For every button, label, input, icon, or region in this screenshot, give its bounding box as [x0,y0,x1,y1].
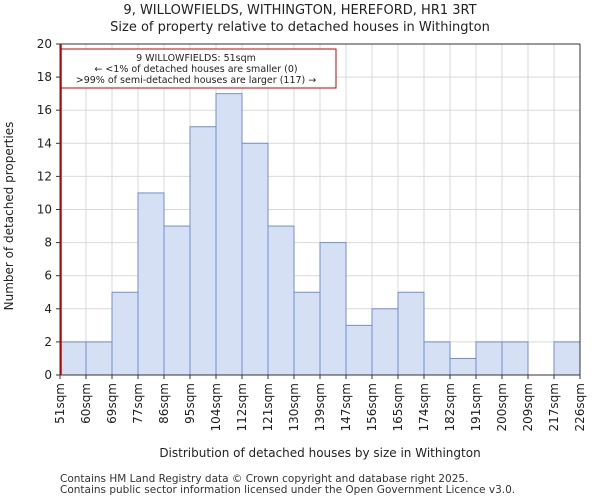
x-tick-label: 95sqm [183,383,197,424]
bar-165sqm [397,291,425,376]
bar-139sqm [319,242,347,376]
x-tick-label: 174sqm [417,383,431,431]
y-tick-label: 6 [44,269,52,283]
x-tick-label: 112sqm [235,383,249,431]
y-tick-label: 12 [37,169,52,183]
x-tick-label: 60sqm [79,383,93,424]
y-tick-label: 20 [37,37,52,51]
x-tick-label: 182sqm [443,383,457,431]
x-tick-label: 51sqm [53,383,67,424]
bar-86sqm [163,225,191,376]
bar-217sqm [553,341,581,376]
bar-130sqm [293,291,321,376]
x-tick-label: 226sqm [573,383,587,431]
y-tick-label: 4 [44,302,52,316]
x-tick-label: 69sqm [105,383,119,424]
annotation-line-2: ← <1% of detached houses are smaller (0) [94,64,297,75]
bar-95sqm [189,126,217,376]
x-tick-label: 156sqm [365,383,379,431]
bar-60sqm [85,341,113,376]
x-tick-label: 217sqm [547,383,561,431]
y-tick-label: 14 [37,136,52,150]
x-tick-label: 121sqm [261,383,275,431]
y-tick-labels: 0 2 4 6 8 10 12 14 16 18 20 [37,37,52,382]
bars [59,93,581,376]
y-tick-label: 8 [44,236,52,250]
x-axis-label: Distribution of detached houses by size … [159,446,480,460]
annotation-line-3: >99% of semi-detached houses are larger … [76,75,317,86]
x-tick-label: 77sqm [131,383,145,424]
bar-174sqm [423,341,451,376]
footer-line-1: Contains HM Land Registry data © Crown c… [60,473,469,485]
chart-title: 9, WILLOWFIELDS, WITHINGTON, HEREFORD, H… [123,3,477,18]
x-tick-label: 86sqm [157,383,171,424]
y-tick-label: 16 [37,103,52,117]
x-tick-label: 200sqm [495,383,509,431]
footer-line-2: Contains public sector information licen… [60,484,516,496]
y-axis-label: Number of detached properties [2,122,16,311]
property-annotation: 9 WILLOWFIELDS: 51sqm ← <1% of detached … [60,48,337,89]
bar-77sqm [137,192,165,376]
bar-51sqm [59,341,87,376]
x-tick-label: 209sqm [521,383,535,431]
y-tick-label: 18 [37,70,52,84]
bar-69sqm [111,291,139,376]
bar-191sqm [475,341,503,376]
x-tick-label: 104sqm [209,383,223,431]
x-tick-label: 139sqm [313,383,327,431]
bar-112sqm [241,142,269,376]
annotation-line-1: 9 WILLOWFIELDS: 51sqm [136,53,256,64]
x-tick-labels: 51sqm 60sqm 69sqm 77sqm 86sqm 95sqm 104sqm 112s… [53,383,587,431]
y-tick-label: 0 [44,368,52,382]
y-tick-label: 2 [44,335,52,349]
histogram-chart: 0 2 4 6 8 10 12 14 16 18 20 51sqm 60sqm 69sqm 77sqm 86… [2,37,587,460]
chart-subtitle: Size of property relative to detached ho… [110,20,490,35]
axes [56,43,581,379]
y-tick-label: 10 [37,203,52,217]
x-tick-label: 147sqm [339,383,353,431]
x-tick-label: 191sqm [469,383,483,431]
x-tick-label: 165sqm [391,383,405,431]
x-tick-label: 130sqm [287,383,301,431]
bar-104sqm [215,93,243,376]
bar-200sqm [501,341,529,376]
bar-121sqm [267,225,295,376]
bar-156sqm [371,308,399,376]
bar-182sqm [449,357,477,376]
annotation-box [60,48,337,89]
bar-147sqm [345,324,373,376]
